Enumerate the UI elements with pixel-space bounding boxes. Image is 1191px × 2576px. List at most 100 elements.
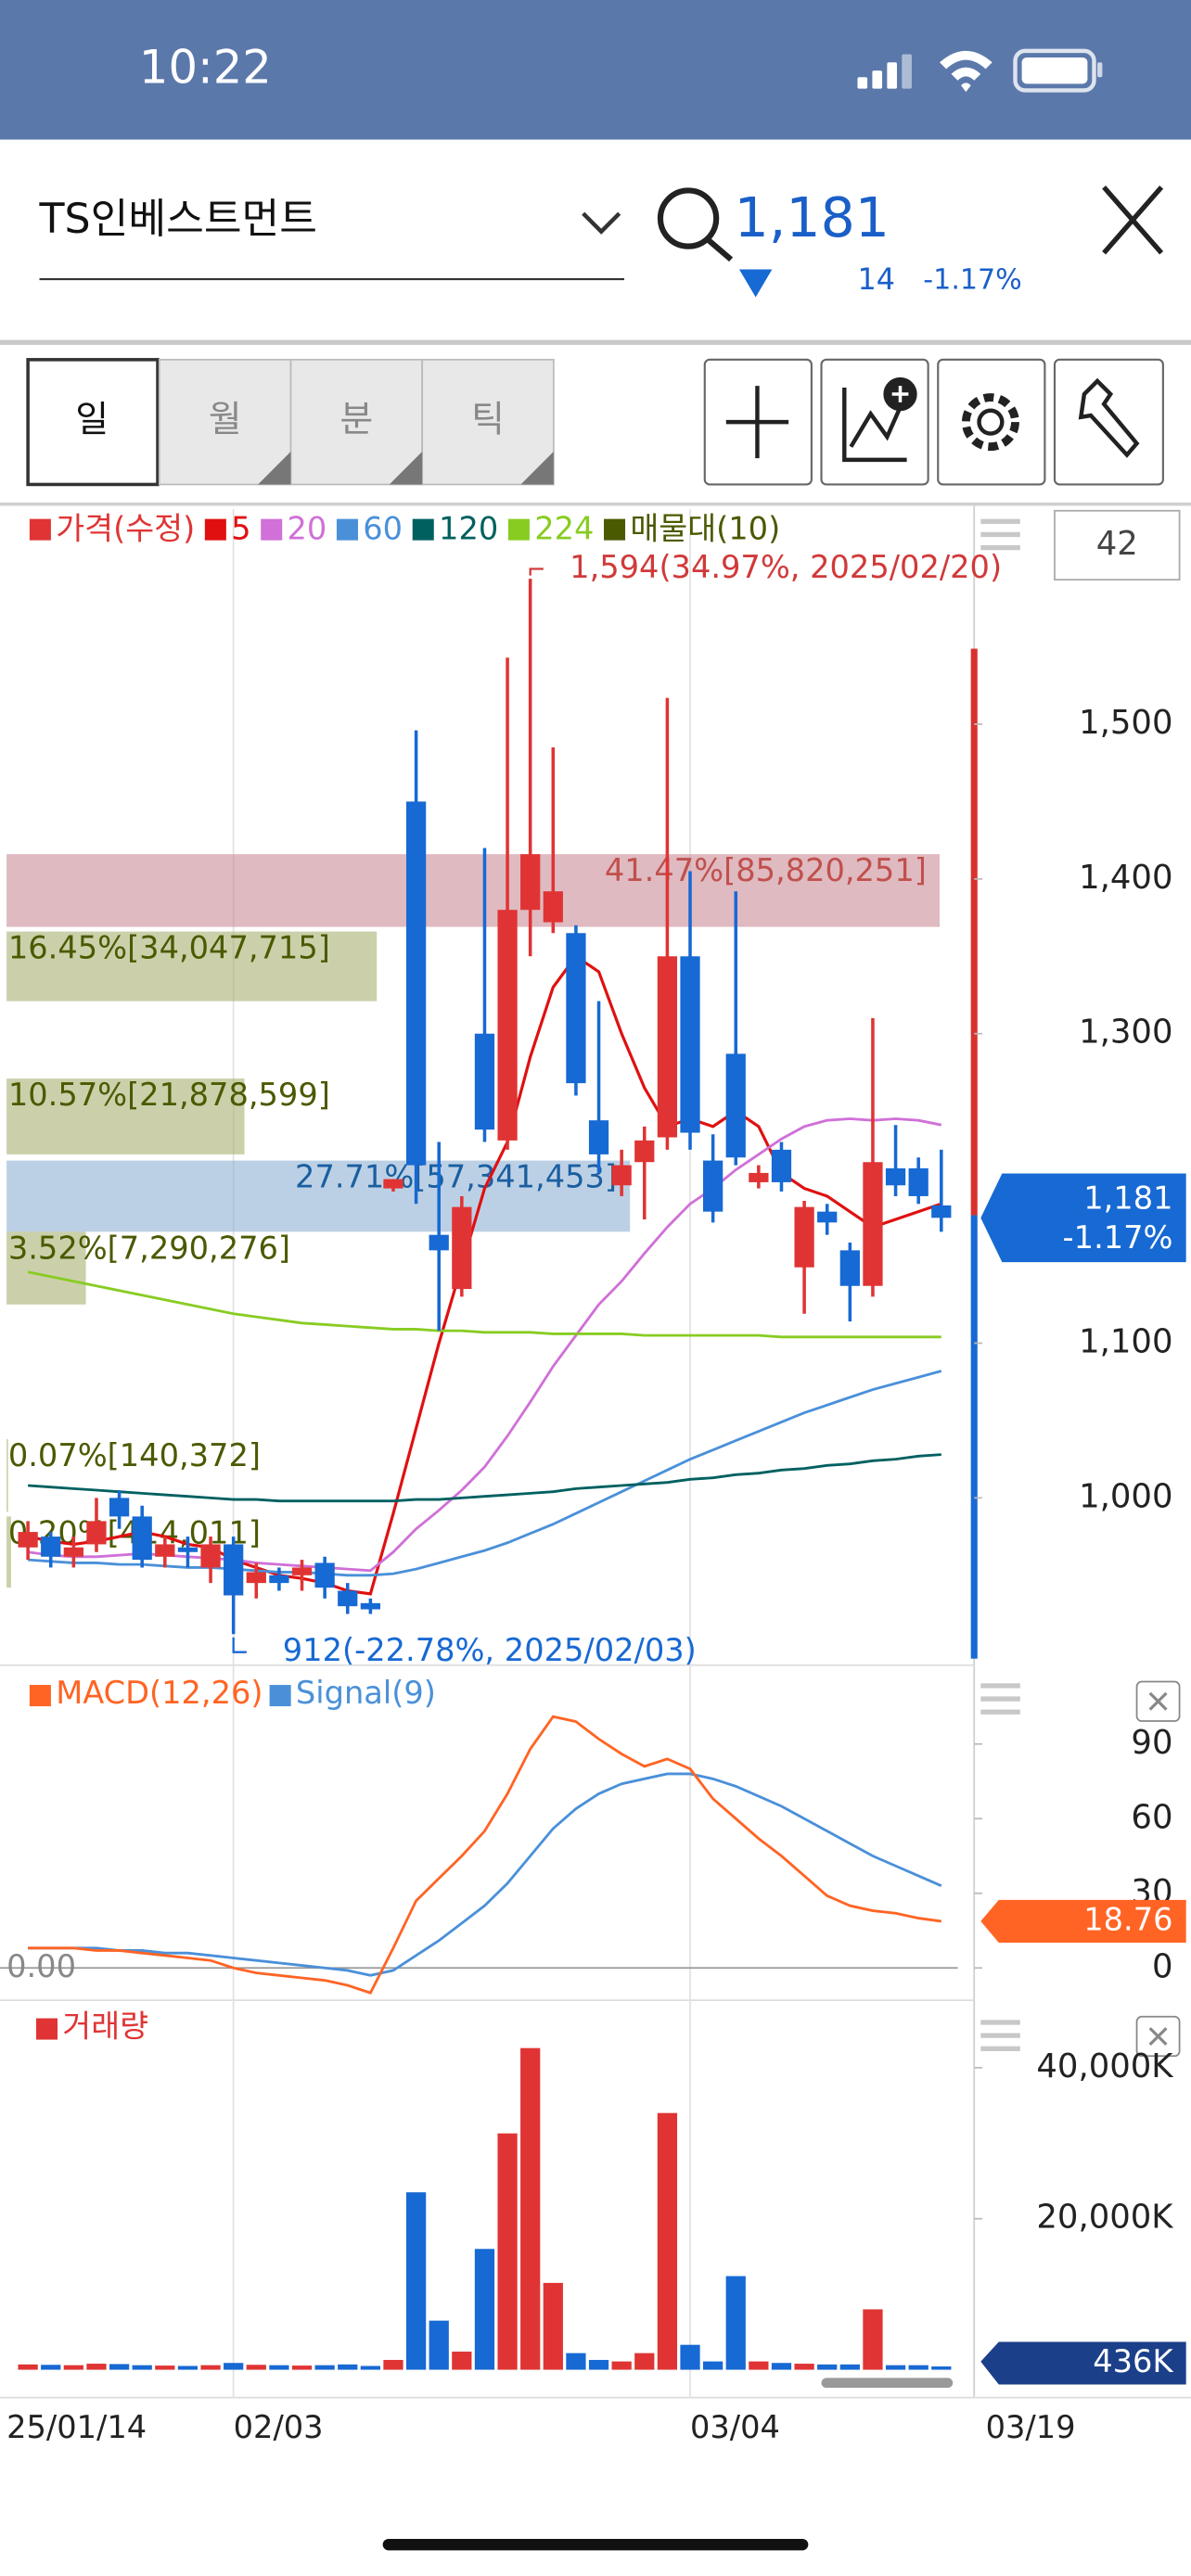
x-axis-end-label: 03/19 [986, 2409, 1076, 2445]
indicator-line [28, 1715, 941, 1995]
legend-swatch [35, 2018, 58, 2040]
volume-profile-band [6, 1438, 8, 1512]
legend-label: 5 [231, 511, 250, 547]
candle-body [86, 1521, 107, 1545]
candle-body [291, 1567, 313, 1575]
candle-body [771, 1149, 792, 1182]
indicator-line [28, 1772, 942, 1977]
last-value-box [980, 1899, 1186, 1943]
y-tick-label: 60 [1131, 1798, 1172, 1836]
tab-label[interactable]: 월 [209, 400, 242, 441]
volume-bar [885, 2365, 906, 2370]
volume-bar [680, 2344, 700, 2370]
volume-profile-band [6, 1160, 631, 1232]
tab-day[interactable] [26, 358, 160, 487]
legend-swatch [412, 518, 434, 541]
volume-bar [566, 2353, 586, 2370]
settings-button[interactable] [937, 358, 1046, 486]
candle-body [63, 1547, 83, 1557]
candle-body [132, 1516, 152, 1561]
volume-bar [474, 2249, 495, 2370]
header-change-pct: -1.17% [923, 263, 1021, 296]
volume-bar [817, 2364, 838, 2370]
candle-body [338, 1590, 358, 1607]
volume-profile-label: 27.71%[57,341,453] [295, 1159, 617, 1195]
current-price-box [980, 1173, 1186, 1263]
volume-bar [749, 2361, 769, 2370]
y-tick-label: 1,400 [1079, 859, 1172, 897]
volume-bar [246, 2365, 266, 2370]
annotation-label: 1,594(34.97%, 2025/02/20) [570, 549, 1002, 585]
legend-label: 120 [439, 511, 498, 547]
legend-swatch [336, 518, 358, 541]
legend-label: 가격(수정) [56, 511, 195, 547]
range-bar-down [970, 1215, 978, 1659]
volume-bar [291, 2366, 313, 2370]
legend-label: 거래량 [62, 2009, 148, 2045]
charts: 25/01/14 02/03 03/04 41.47%[85,820,251] 16.4… [0, 509, 1186, 2445]
candle-body [817, 1211, 838, 1223]
annotation-arrow [529, 567, 544, 576]
y-tick-label: 1,100 [1079, 1322, 1172, 1360]
scrollbar[interactable] [821, 2378, 954, 2389]
close-button[interactable] [1102, 185, 1164, 255]
candle-body [566, 933, 586, 1084]
tab-label[interactable]: 일 [75, 400, 109, 441]
volume-profile-label: 16.45%[34,047,715] [8, 930, 330, 966]
volume-profile-label: 0.07%[140,372] [8, 1437, 261, 1473]
volume-bar [269, 2365, 289, 2370]
volume-profile-band [6, 1231, 86, 1305]
count-box[interactable] [1054, 509, 1181, 581]
tab-label[interactable]: 틱 [471, 400, 505, 441]
dropdown-chevron[interactable] [582, 211, 621, 235]
candle-body [155, 1544, 175, 1557]
candle-body [863, 1162, 883, 1286]
legend-label: Signal(9) [296, 1675, 436, 1711]
last-volume-label: 436K [1093, 2343, 1173, 2379]
panel-close[interactable] [1135, 1680, 1181, 1722]
volume-bar [177, 2366, 198, 2370]
candle-count[interactable]: 42 [1096, 525, 1138, 563]
volume-bar [863, 2309, 883, 2370]
tools-button[interactable] [1053, 358, 1164, 486]
volume-bar [314, 2365, 335, 2370]
volume-bar [931, 2366, 952, 2370]
volume-bar [452, 2352, 472, 2370]
candle-body [839, 1250, 860, 1286]
moving-average-line [28, 1370, 942, 1577]
legend-swatch [204, 518, 226, 541]
candle-body [588, 1120, 609, 1154]
volume-bar [155, 2366, 175, 2370]
volume-bar [611, 2361, 632, 2370]
tab-tick[interactable] [421, 358, 555, 486]
candle-body [360, 1602, 380, 1610]
candle-body [543, 891, 563, 923]
moving-average-line [28, 1453, 941, 1503]
last-volume-box [980, 2341, 1186, 2385]
x-tick-label: 25/01/14 [6, 2409, 147, 2445]
search-icon[interactable] [657, 187, 734, 262]
candle-body [497, 910, 518, 1141]
panel-close[interactable] [1135, 2015, 1181, 2058]
volume-bar [360, 2366, 380, 2370]
candle-body [634, 1140, 655, 1163]
candle-body [429, 1234, 449, 1251]
legend-swatch [604, 518, 626, 541]
legend-swatch [29, 1685, 51, 1707]
legend-swatch [507, 518, 530, 541]
y-tick-label: 20,000K [1036, 2199, 1173, 2237]
tab-month[interactable] [158, 358, 292, 486]
volume-profile-band [6, 854, 941, 927]
panel-handles [980, 518, 1020, 2051]
moving-average-line [27, 1117, 942, 1573]
y-tick-label: 90 [1131, 1724, 1172, 1762]
y-tick-label: 1,000 [1079, 1477, 1172, 1515]
candle-body [474, 1033, 495, 1130]
candle-body [200, 1544, 221, 1568]
volume-bar [839, 2364, 860, 2370]
stock-name[interactable]: TS인베스트먼트 [39, 196, 317, 243]
tab-label[interactable]: 분 [339, 400, 373, 441]
volume-bar [520, 2047, 541, 2370]
status-bar [0, 0, 1191, 140]
range-bar-up [970, 648, 978, 1216]
